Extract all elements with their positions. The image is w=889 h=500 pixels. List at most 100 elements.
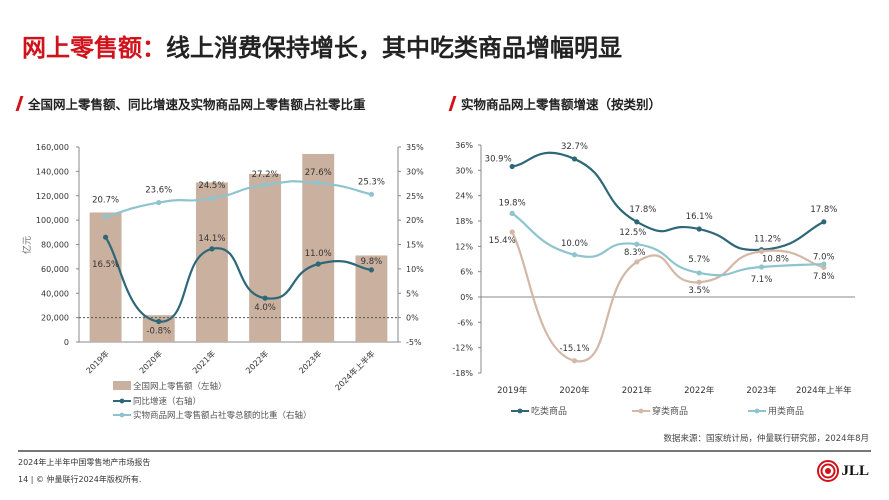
y-tick-label: -18%: [452, 369, 473, 378]
legend-swatch-marker: [119, 412, 125, 418]
x-tick-label: 2023年: [297, 348, 324, 375]
growth-data-label: 14.1%: [198, 234, 225, 244]
x-tick-label: 2020年: [137, 348, 164, 375]
left-chart-title-text: 全国网上零售额、同比增速及实物商品网上零售额占社零比重: [28, 97, 366, 112]
left-y-tick-label: 100,000: [36, 216, 69, 225]
x-tick-label: 2020年: [559, 385, 590, 396]
growth-point: [156, 318, 162, 325]
food-goods-point: [509, 163, 515, 170]
right-y-tick-label: 30%: [406, 167, 424, 176]
daily-goods-point: [696, 270, 702, 276]
share-point: [156, 199, 162, 206]
legend-swatch-marker: [517, 408, 523, 414]
share-data-label: 27.6%: [305, 168, 332, 178]
left-y-tick-label: 140,000: [36, 167, 69, 176]
daily-goods-data-label: 7.1%: [751, 275, 773, 285]
right-y-tick-label: 15%: [406, 241, 424, 250]
growth-point: [102, 234, 109, 240]
growth-point: [209, 246, 215, 252]
growth-data-label: 9.8%: [361, 257, 383, 267]
left-y-tick-label: 20,000: [41, 314, 69, 323]
clothing-goods-point: [509, 229, 515, 235]
jll-logo-text: JLL: [841, 462, 869, 479]
clothing-goods-data-label: 10.8%: [762, 254, 789, 264]
share-point: [102, 214, 109, 220]
right-y-tick-label: 20%: [406, 216, 424, 225]
share-data-label: 20.7%: [92, 196, 119, 206]
food-goods-point: [571, 156, 578, 162]
bar-online-retail: [89, 212, 122, 342]
share-point: [315, 180, 321, 186]
daily-goods-data-label: 7.8%: [813, 272, 835, 282]
food-goods-point: [696, 226, 702, 232]
x-tick-label: 2021年: [622, 385, 653, 396]
footer-divider: [18, 450, 871, 452]
share-data-label: 25.3%: [358, 177, 385, 187]
share-point: [209, 195, 215, 201]
right-y-tick-label: 35%: [406, 143, 424, 152]
legend-swatch-bar: [113, 381, 131, 390]
clothing-goods-data-label: 3.5%: [688, 286, 710, 296]
share-data-label: 27.2%: [252, 170, 279, 180]
growth-data-label: 16.5%: [92, 260, 119, 270]
x-tick-label: 2022年: [684, 385, 715, 396]
y-tick-label: 0%: [460, 293, 473, 302]
clothing-goods-point: [634, 259, 640, 265]
daily-goods-point: [634, 241, 640, 247]
left-y-tick-label: 0: [64, 338, 69, 347]
legend-swatch-marker: [638, 408, 644, 414]
daily-goods-point: [758, 264, 765, 270]
x-tick-label: 2019年: [84, 348, 111, 375]
page-title: 网上零售额：线上消费保持增长，其中吃类商品增幅明显: [22, 28, 622, 63]
clothing-goods-point: [758, 248, 765, 254]
jll-logo: JLL: [817, 460, 869, 482]
y-tick-label: 6%: [460, 268, 473, 277]
food-goods-data-label: 11.2%: [754, 235, 781, 245]
left-y-tick-label: 40,000: [41, 289, 69, 298]
title-highlight: 网上零售额：: [22, 34, 166, 62]
y-tick-label: 36%: [455, 141, 473, 150]
growth-point: [262, 295, 268, 301]
daily-goods-point: [821, 261, 827, 267]
legend-swatch-marker: [119, 398, 125, 404]
daily-goods-data-label: 12.5%: [619, 228, 646, 238]
copyright: 14 | © 仲量联行2024年版权所有.: [18, 475, 142, 484]
y-tick-label: 24%: [455, 192, 473, 201]
left-y-tick-label: 120,000: [36, 192, 69, 201]
right-y-tick-label: 10%: [406, 265, 424, 274]
title-text: 线上消费保持增长，其中吃类商品增幅明显: [166, 34, 622, 62]
clothing-goods-data-label: 7.0%: [813, 252, 835, 262]
y-tick-label: -12%: [452, 344, 473, 353]
jll-logo-icon: [817, 460, 840, 482]
legend-swatch-marker: [754, 408, 760, 414]
right-chart-title: 实物商品网上零售额增速（按类别）: [448, 94, 661, 113]
daily-goods-point: [571, 252, 578, 258]
x-tick-label: 2023年: [746, 385, 777, 396]
share-data-label: 23.6%: [145, 186, 172, 196]
growth-data-label: 11.0%: [305, 249, 332, 259]
legend-label: 用类商品: [768, 405, 804, 417]
legend-label: 全国网上零售额（左轴）: [133, 381, 227, 392]
left-chart-title: 全国网上零售额、同比增速及实物商品网上零售额占社零比重: [15, 94, 366, 113]
y-tick-label: -6%: [457, 318, 473, 327]
clothing-goods-point: [696, 279, 702, 285]
share-data-label: 24.5%: [198, 181, 225, 191]
y-tick-label: 18%: [455, 217, 473, 226]
y-axis-label: 亿元: [21, 236, 33, 254]
food-goods-data-label: 17.8%: [810, 205, 837, 215]
growth-data-label: -0.8%: [146, 327, 171, 337]
growth-data-label: 4.0%: [254, 303, 276, 313]
left-y-tick-label: 160,000: [36, 143, 69, 152]
y-tick-label: 30%: [455, 166, 473, 175]
food-goods-point: [821, 219, 827, 225]
bar-online-retail: [249, 173, 282, 342]
clothing-goods-data-label: -15.1%: [559, 344, 589, 354]
left-y-tick-label: 60,000: [41, 265, 69, 274]
x-tick-label: 2024年上半年: [333, 348, 377, 392]
food-goods-point: [634, 219, 640, 225]
x-tick-label: 2024年上半年: [796, 385, 852, 396]
food-goods-data-label: 16.1%: [686, 212, 713, 222]
daily-goods-point: [509, 210, 515, 216]
clothing-goods-data-label: 8.3%: [624, 248, 646, 258]
legend-label: 穿类商品: [652, 405, 688, 417]
